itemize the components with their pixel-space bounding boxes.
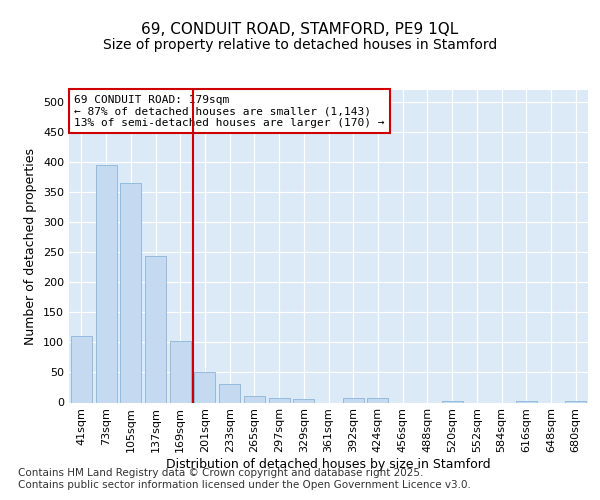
Bar (71, 336, 92, 402)
Bar (219, 384, 240, 402)
X-axis label: Distribution of detached houses by size in Stamford: Distribution of detached houses by size … (166, 458, 491, 471)
Bar (170, 340, 191, 402)
Text: Contains HM Land Registry data © Crown copyright and database right 2025.: Contains HM Land Registry data © Crown c… (18, 468, 424, 477)
Text: Contains public sector information licensed under the Open Government Licence v3: Contains public sector information licen… (18, 480, 471, 490)
Text: 69, CONDUIT ROAD, STAMFORD, PE9 1QL: 69, CONDUIT ROAD, STAMFORD, PE9 1QL (142, 22, 458, 38)
Bar (293, 400, 314, 402)
Text: 69 CONDUIT ROAD: 179sqm
← 87% of detached houses are smaller (1,143)
13% of semi: 69 CONDUIT ROAD: 179sqm ← 87% of detache… (74, 94, 385, 128)
Y-axis label: Number of detached properties: Number of detached properties (25, 148, 37, 345)
Bar (194, 372, 215, 402)
Bar (442, 400, 463, 402)
Bar (145, 256, 166, 402)
Text: Size of property relative to detached houses in Stamford: Size of property relative to detached ho… (103, 38, 497, 52)
Bar (343, 398, 364, 402)
Bar (120, 183, 141, 402)
Bar (244, 396, 265, 402)
Bar (367, 398, 388, 402)
Bar (269, 398, 290, 402)
Bar (95, 165, 116, 402)
